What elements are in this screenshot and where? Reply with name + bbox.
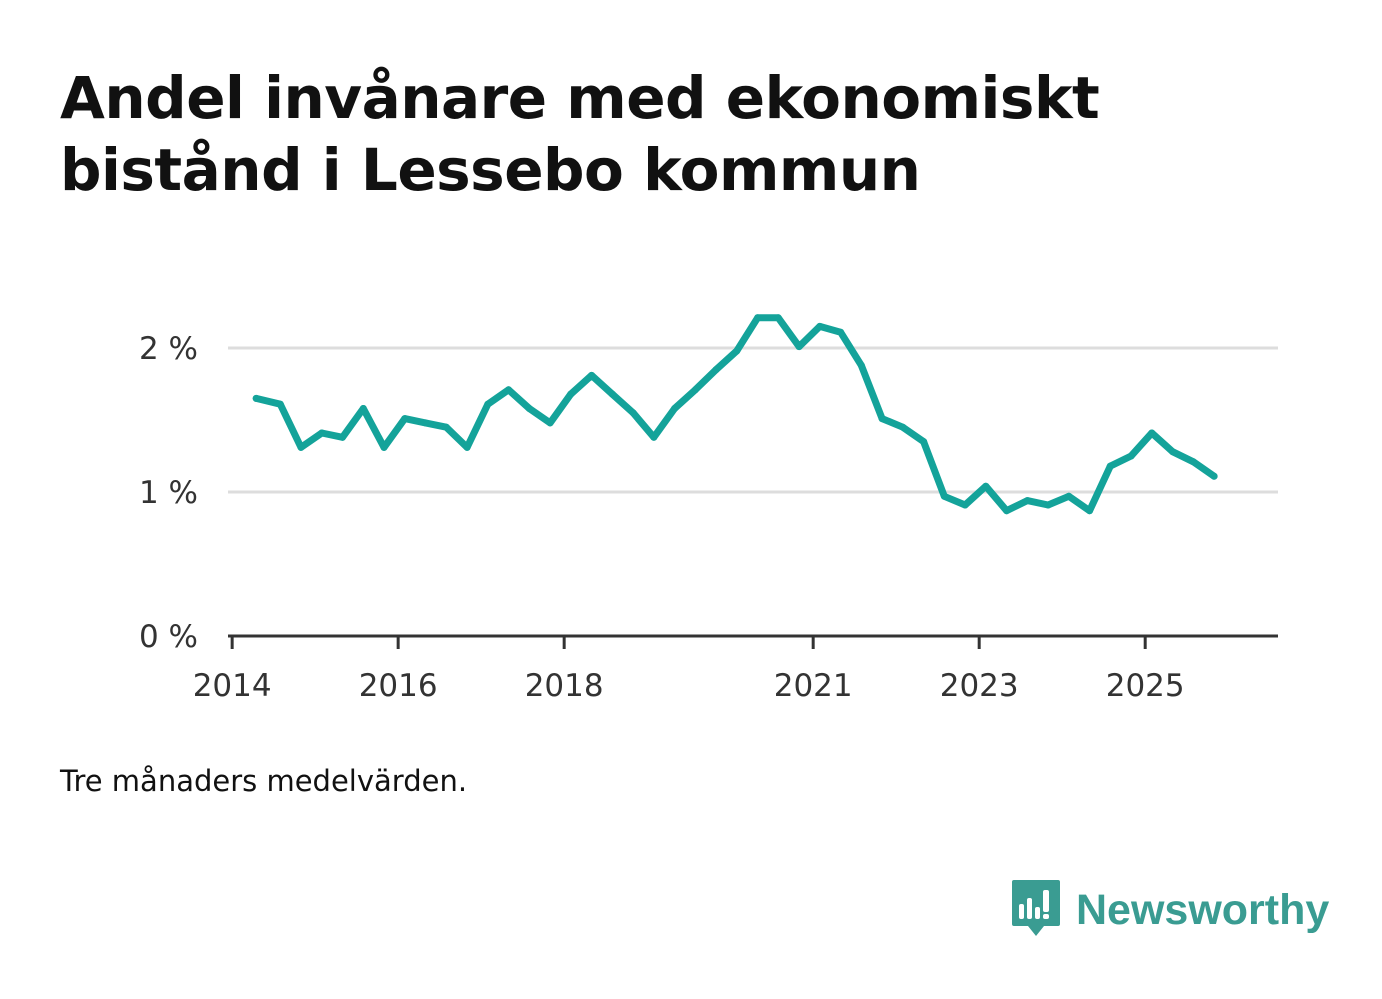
data-point-0-24	[754, 314, 762, 322]
data-point-0-44	[1169, 448, 1177, 456]
data-point-0-20	[671, 405, 679, 412]
x-axis: 2014 2016 2018 2021 2023 2025	[193, 634, 1278, 704]
data-point-0-15	[567, 390, 575, 398]
brand-logo[interactable]: Newsworthy	[1010, 878, 1329, 942]
x-tick-label-0: 2014	[193, 668, 272, 704]
y-axis-tick-labels: 0 % 1 % 2 %	[139, 331, 198, 655]
data-point-0-40	[1086, 507, 1094, 515]
data-point-0-8	[422, 419, 429, 427]
chart-note: Tre månaders medelvärden.	[60, 764, 468, 798]
newsworthy-logo-icon	[1012, 880, 1060, 936]
data-point-0-2	[297, 443, 305, 451]
data-point-0-28	[837, 328, 845, 336]
y-tick-label-1: 1 %	[139, 475, 198, 511]
data-point-0-19	[650, 433, 658, 441]
data-point-0-32	[920, 438, 928, 446]
data-point-0-13	[525, 405, 533, 412]
data-point-0-5	[359, 405, 367, 412]
data-point-0-11	[484, 400, 492, 408]
data-point-0-10	[463, 443, 471, 451]
data-point-0-21	[691, 386, 699, 394]
data-point-0-45	[1189, 458, 1197, 466]
data-point-0-18	[629, 409, 637, 417]
x-tick-label-4: 2023	[940, 668, 1019, 704]
data-point-0-26	[795, 343, 803, 351]
x-tick-label-5: 2025	[1106, 668, 1185, 704]
data-point-0-42	[1127, 452, 1135, 460]
data-point-0-46	[1210, 472, 1218, 480]
data-point-0-22	[712, 366, 720, 374]
data-point-0-37	[1023, 497, 1031, 505]
gridlines	[228, 346, 1278, 494]
data-point-0-14	[546, 419, 554, 427]
x-tick-label-3: 2021	[774, 668, 853, 704]
data-point-0-4	[339, 433, 346, 441]
data-point-0-39	[1065, 492, 1073, 500]
data-point-0-16	[588, 371, 596, 379]
data-point-0-3	[318, 429, 326, 437]
x-tick-label-1: 2016	[359, 668, 438, 704]
data-point-0-31	[899, 423, 907, 431]
brand-name: Newsworthy	[1076, 885, 1330, 934]
data-point-0-9	[442, 423, 450, 431]
data-point-0-23	[733, 347, 741, 355]
data-point-0-38	[1044, 501, 1052, 509]
data-point-0-43	[1148, 429, 1156, 437]
data-point-0-41	[1106, 462, 1114, 470]
data-point-0-30	[878, 415, 886, 423]
data-point-0-1	[276, 400, 284, 408]
data-point-0-27	[816, 322, 824, 330]
data-point-0-12	[505, 386, 513, 394]
data-point-0-36	[1003, 507, 1011, 515]
data-point-0-34	[961, 501, 969, 509]
y-tick-label-0: 0 %	[139, 619, 198, 655]
x-tick-label-2: 2018	[525, 668, 604, 704]
data-point-0-35	[982, 482, 990, 490]
series-layer	[252, 314, 1218, 515]
data-point-0-29	[857, 361, 865, 369]
data-point-0-33	[940, 492, 948, 500]
data-point-0-7	[401, 415, 409, 423]
y-tick-label-2: 2 %	[139, 331, 198, 367]
data-point-0-0	[252, 394, 260, 402]
data-point-0-6	[380, 443, 388, 451]
data-point-0-17	[608, 390, 616, 398]
data-point-0-25	[774, 314, 782, 322]
chart-title: Andel invånare med ekonomiskt bistånd i …	[60, 64, 1100, 204]
